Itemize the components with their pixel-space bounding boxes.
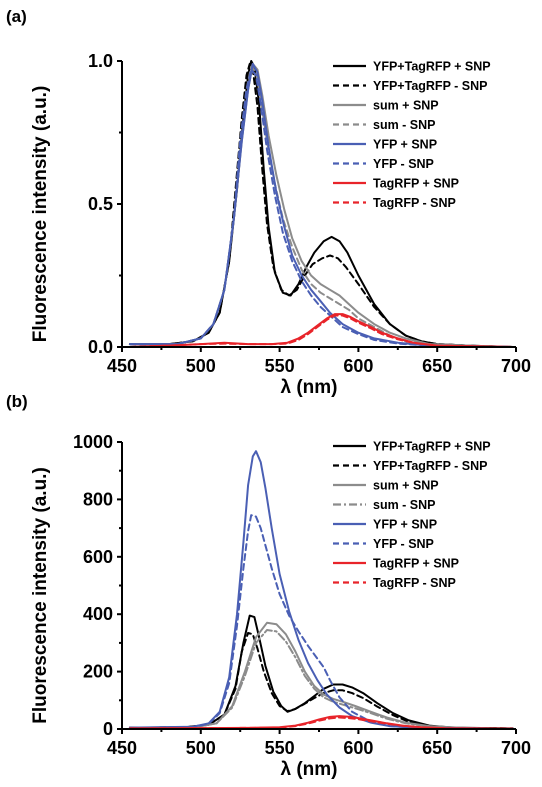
series-line-3 bbox=[128, 621, 514, 730]
legend-label: sum + SNP bbox=[373, 99, 439, 113]
legend-label: sum - SNP bbox=[373, 118, 436, 132]
y-axis-title: Fluorescence intensity (a.u.) bbox=[30, 467, 51, 724]
x-tick-label: 500 bbox=[186, 738, 216, 758]
legend-label: YFP+TagRFP + SNP bbox=[373, 60, 491, 74]
x-tick-label: 650 bbox=[422, 738, 452, 758]
y-tick-label: 1000 bbox=[73, 432, 113, 452]
x-tick-label: 600 bbox=[343, 356, 373, 376]
series-line-6 bbox=[128, 68, 514, 348]
series-group bbox=[128, 60, 514, 348]
legend-label: YFP+TagRFP - SNP bbox=[373, 79, 488, 93]
series-line-8 bbox=[128, 314, 514, 348]
x-tick-label: 650 bbox=[422, 356, 452, 376]
legend-label: YFP+TagRFP - SNP bbox=[373, 459, 488, 473]
y-tick-label: 600 bbox=[83, 547, 113, 567]
series-line-2 bbox=[128, 62, 514, 348]
legend-label: TagRFP - SNP bbox=[373, 576, 456, 590]
panel-label: (b) bbox=[6, 392, 28, 411]
legend-label: TagRFP + SNP bbox=[373, 557, 459, 571]
legend: YFP+TagRFP + SNP YFP+TagRFP - SNP sum + SN… bbox=[333, 440, 491, 590]
series-line-4 bbox=[128, 629, 514, 730]
x-tick-label: 700 bbox=[501, 356, 531, 376]
legend-label: YFP - SNP bbox=[373, 157, 434, 171]
chart-panel-b: (b) 450 500 550 600 650 700 0 200 400 600 800 1000 λ … bbox=[6, 392, 531, 780]
y-tick-label: 200 bbox=[83, 662, 113, 682]
x-tick-label: 550 bbox=[265, 356, 295, 376]
x-tick-label: 450 bbox=[107, 738, 137, 758]
legend-label: YFP + SNP bbox=[373, 138, 437, 152]
legend-label: YFP - SNP bbox=[373, 537, 434, 551]
x-tick-label: 550 bbox=[265, 738, 295, 758]
y-axis-title: Fluorescence intensity (a.u.) bbox=[30, 86, 51, 343]
y-tick-label: 0.5 bbox=[88, 194, 113, 214]
legend-label: TagRFP + SNP bbox=[373, 177, 459, 191]
series-group bbox=[128, 450, 514, 730]
x-axis-title: λ (nm) bbox=[281, 759, 338, 780]
series-line-8 bbox=[128, 716, 514, 730]
y-tick-label: 800 bbox=[83, 489, 113, 509]
legend-label: YFP + SNP bbox=[373, 518, 437, 532]
legend-label: sum - SNP bbox=[373, 498, 436, 512]
legend-label: YFP+TagRFP + SNP bbox=[373, 440, 491, 454]
legend-label: sum + SNP bbox=[373, 479, 439, 493]
x-tick-label: 600 bbox=[343, 738, 373, 758]
legend-label: TagRFP - SNP bbox=[373, 196, 456, 210]
y-tick-label: 1.0 bbox=[88, 51, 113, 71]
chart-panel-a: (a) 450 500 550 600 650 700 0.0 0.5 1.0 λ (nm) Fluo… bbox=[6, 7, 531, 398]
legend: YFP+TagRFP + SNP YFP+TagRFP - SNP sum + SN… bbox=[333, 60, 491, 210]
series-line-1 bbox=[128, 614, 514, 730]
panel-label: (a) bbox=[6, 7, 27, 26]
y-tick-label: 0 bbox=[103, 719, 113, 739]
y-tick-label: 400 bbox=[83, 604, 113, 624]
x-tick-label: 450 bbox=[107, 356, 137, 376]
x-tick-label: 500 bbox=[186, 356, 216, 376]
x-tick-label: 700 bbox=[501, 738, 531, 758]
y-tick-label: 0.0 bbox=[88, 337, 113, 357]
x-axis-title: λ (nm) bbox=[281, 377, 338, 398]
series-line-2 bbox=[128, 631, 514, 730]
series-line-6 bbox=[128, 514, 514, 730]
